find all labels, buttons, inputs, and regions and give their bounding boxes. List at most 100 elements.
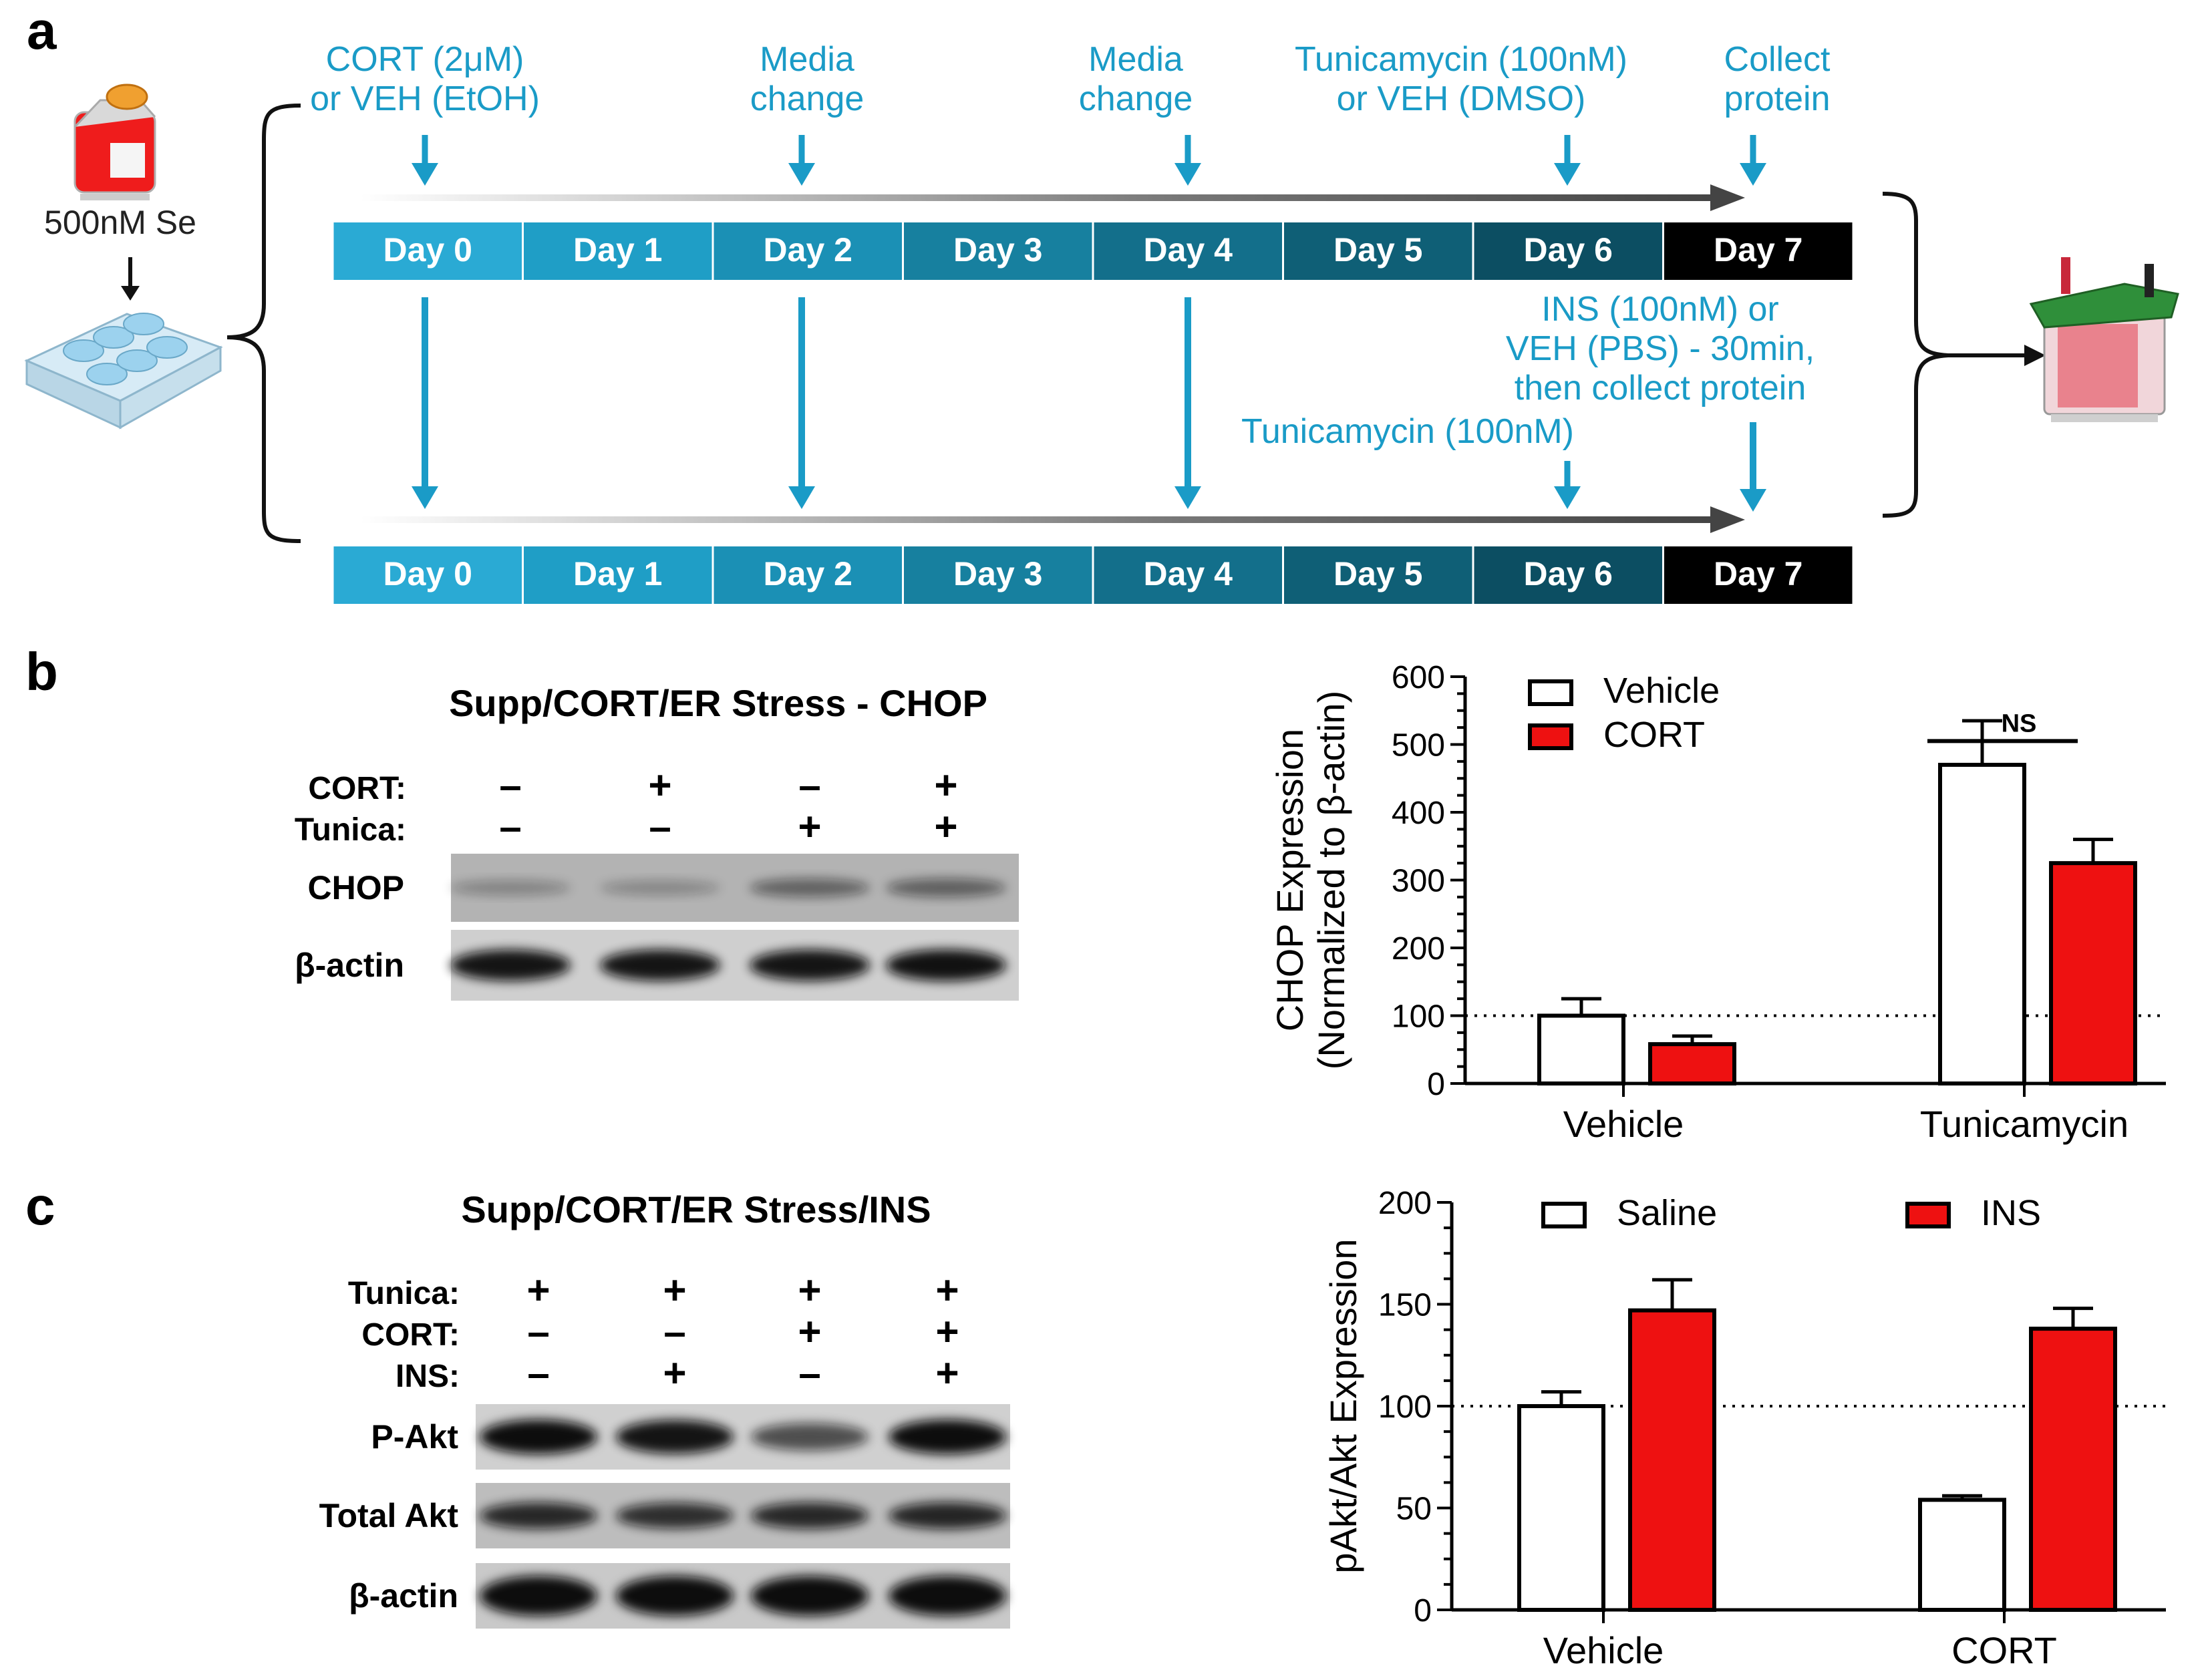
significance-label: NS <box>2002 709 2037 737</box>
blot-band <box>889 1576 1006 1616</box>
top-annotation: protein <box>1724 79 1831 118</box>
y-tick-label: 500 <box>1392 728 1445 764</box>
condition-sign: + <box>935 1351 959 1395</box>
condition-sign: + <box>798 1268 821 1313</box>
blot-band <box>889 1419 1006 1454</box>
condition-sign: + <box>663 1351 686 1395</box>
well <box>93 326 134 349</box>
condition-label: INS: <box>396 1359 460 1394</box>
culture-arrowhead <box>121 286 140 301</box>
top-annotation-arrow-head <box>788 163 815 186</box>
well <box>86 363 128 385</box>
panel-c-letter: c <box>25 1176 55 1236</box>
condition-sign: + <box>935 1268 959 1313</box>
y-tick-label: 150 <box>1378 1288 1432 1323</box>
electrophoresis-tank-icon <box>2029 257 2179 422</box>
long-down-arrow-head <box>1174 486 1201 509</box>
bar <box>1918 1498 2006 1613</box>
day-box <box>1094 222 1282 280</box>
day-label: Day 1 <box>573 555 662 593</box>
blot-title: Supp/CORT/ER Stress - CHOP <box>449 682 987 724</box>
bar <box>2049 861 2137 1085</box>
x-tick-label: Tunicamycin <box>1920 1103 2129 1145</box>
well <box>123 313 164 335</box>
bar <box>1517 1404 1605 1612</box>
band-label: P-Akt <box>371 1418 458 1456</box>
timeline-arrowhead-1 <box>1710 184 1745 211</box>
day-label: Day 3 <box>953 555 1042 593</box>
condition-label: Tunica: <box>295 812 406 848</box>
day-box <box>524 546 712 604</box>
blot-band <box>480 1576 597 1616</box>
top-annotation: or VEH (DMSO) <box>1337 79 1586 118</box>
condition-label: Tunica: <box>348 1276 460 1311</box>
y-tick-label: 100 <box>1378 1389 1432 1425</box>
bar <box>2029 1327 2117 1612</box>
y-tick-label: 300 <box>1392 864 1445 899</box>
top-annotation-arrow-head <box>1174 163 1201 186</box>
blot-band <box>750 949 870 981</box>
x-tick-label: CORT <box>1951 1629 2057 1671</box>
day-box <box>524 222 712 280</box>
day-box <box>1474 222 1662 280</box>
legend-label: INS <box>1981 1193 2041 1233</box>
well <box>63 339 104 362</box>
top-annotation: change <box>1079 79 1193 118</box>
blot-band <box>751 1502 869 1530</box>
timeline-arrowhead-2 <box>1710 506 1745 533</box>
top-annotation: change <box>750 79 864 118</box>
y-tick-label: 200 <box>1378 1186 1432 1221</box>
blot-band <box>886 949 1006 981</box>
day-label: Day 6 <box>1524 555 1613 593</box>
blot-band <box>886 878 1006 898</box>
long-down-arrow-head <box>412 486 438 509</box>
day-box <box>714 222 902 280</box>
band-label: β-actin <box>349 1577 458 1615</box>
blot-band <box>450 880 571 896</box>
day-box <box>1664 222 1853 280</box>
blot-band <box>751 1423 869 1451</box>
bar <box>1537 1013 1625 1085</box>
legend-swatch <box>1528 723 1573 750</box>
legend-swatch <box>1528 679 1573 706</box>
blot-band <box>450 949 571 981</box>
legend-label: Saline <box>1617 1193 1717 1233</box>
x-tick-label: Vehicle <box>1543 1629 1664 1671</box>
top-annotation-arrow-head <box>1554 163 1581 186</box>
y-axis-label: CHOP Expression <box>1269 729 1311 1031</box>
blot-band <box>480 1502 597 1530</box>
day-label: Day 2 <box>764 231 852 269</box>
condition-sign: + <box>648 763 671 808</box>
legend-swatch <box>1541 1202 1587 1228</box>
blot-band <box>480 1419 597 1454</box>
day-box <box>904 546 1092 604</box>
culture-label: 500nM Se <box>44 204 196 241</box>
bottom-annotation-arrow-head <box>1740 489 1766 512</box>
panel-b-letter: b <box>25 642 58 701</box>
timeline-arrow-2 <box>361 516 1717 523</box>
day-box <box>1474 546 1662 604</box>
bottom-annotation: Tunicamycin (100nM) <box>1241 412 1574 451</box>
day-label: Day 4 <box>1144 555 1233 593</box>
day-label: Day 3 <box>953 231 1042 269</box>
well <box>116 349 158 372</box>
top-annotation: Tunicamycin (100nM) <box>1295 40 1627 79</box>
condition-sign: + <box>798 1309 821 1354</box>
day-box <box>1284 546 1472 604</box>
condition-sign: – <box>527 1309 549 1354</box>
top-annotation-arrow-head <box>1740 163 1766 186</box>
top-annotation: CORT (2μM) <box>326 40 524 79</box>
blot-band <box>600 949 720 981</box>
legend-label: CORT <box>1603 715 1705 755</box>
well <box>146 336 188 359</box>
day-label: Day 1 <box>573 231 662 269</box>
long-down-arrow-head <box>788 486 815 509</box>
bar <box>1938 762 2026 1085</box>
condition-label: CORT: <box>361 1317 460 1353</box>
y-tick-label: 0 <box>1427 1067 1445 1102</box>
bottom-annotation: INS (100nM) or <box>1541 290 1778 329</box>
condition-sign: – <box>527 1351 549 1395</box>
day-label: Day 0 <box>383 555 472 593</box>
